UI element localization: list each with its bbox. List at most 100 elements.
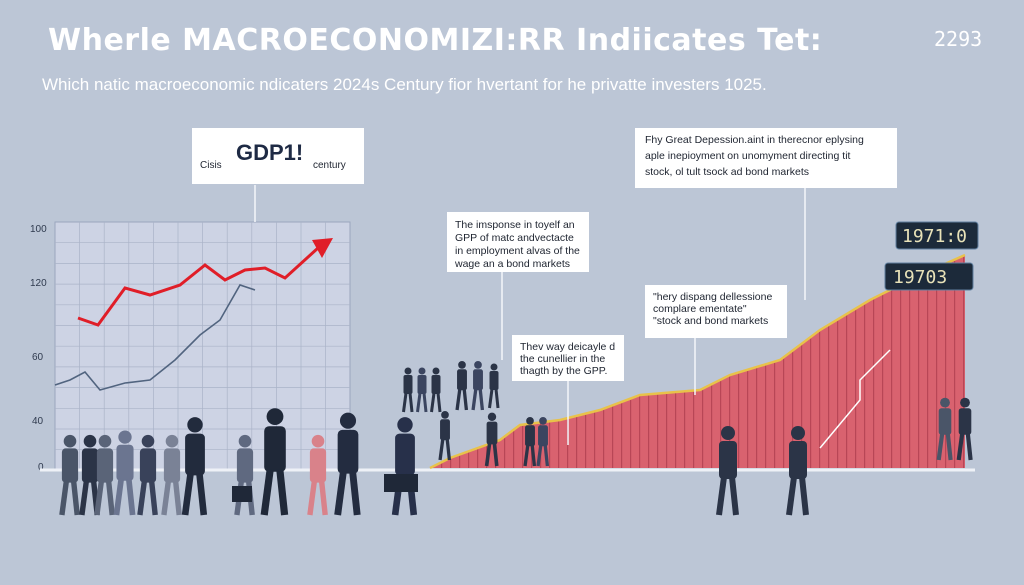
person-leg (471, 388, 478, 411)
person-leg (436, 392, 442, 413)
person-body (473, 369, 483, 391)
display (884, 262, 974, 291)
person-head (721, 426, 735, 440)
person-leg (59, 480, 70, 516)
callout-line: thagth by the GPP. (520, 365, 607, 377)
person-leg (438, 438, 445, 461)
axis-label: 60 (32, 352, 44, 363)
person-leg (307, 480, 318, 516)
person-body (395, 433, 415, 476)
callout-line: GPP of matc andvectacte (455, 232, 574, 244)
person-leg (488, 388, 494, 409)
person-leg (70, 480, 80, 516)
person-leg (455, 388, 462, 411)
red-line (77, 246, 320, 327)
briefcase (384, 474, 418, 492)
person-leg (786, 476, 797, 516)
display (895, 221, 979, 250)
arrow-head (312, 238, 333, 258)
person-head (63, 434, 77, 448)
callout (192, 128, 364, 184)
blue-line (54, 284, 256, 391)
person-head (397, 417, 413, 433)
callout-left: Cisis (200, 160, 222, 171)
person-head (311, 434, 325, 448)
callout-line: Thev way deicayle d (520, 341, 615, 353)
callout-line: stock, ol tult tsock ad bond markets (645, 166, 809, 178)
person-body (417, 375, 427, 394)
person-leg (181, 472, 194, 516)
person-leg (956, 433, 965, 461)
person-leg (260, 468, 274, 516)
person-body (440, 419, 450, 441)
person-head (474, 361, 482, 369)
person-leg (462, 388, 469, 411)
person-leg (530, 444, 537, 467)
person-leg (543, 444, 550, 467)
person-head (458, 361, 466, 369)
person-leg (445, 438, 452, 461)
person-head (187, 417, 203, 433)
person-head (940, 397, 950, 408)
person-leg (125, 478, 136, 516)
person-body (163, 448, 181, 483)
person-head (960, 397, 970, 408)
person-head (418, 367, 426, 375)
person-leg (729, 476, 739, 516)
person-leg (936, 433, 945, 461)
person-body (789, 441, 807, 479)
person-leg (402, 392, 408, 413)
person-leg (945, 433, 953, 461)
callout-line: the cunellier in the (520, 353, 605, 365)
person-leg (161, 480, 172, 516)
person-body (61, 448, 79, 483)
callout-line: Fhy Great Depession.aint in therecnor ep… (645, 134, 864, 146)
person-leg (318, 480, 328, 516)
person-leg (94, 480, 105, 516)
person-body (337, 429, 359, 474)
badge: 2293 (934, 27, 982, 51)
axis-label: 100 (30, 224, 47, 235)
person-leg (484, 442, 492, 467)
people (59, 361, 973, 516)
person-leg (478, 388, 485, 411)
person-leg (137, 480, 148, 516)
person-head (141, 434, 155, 448)
person-body (457, 369, 467, 391)
display-text: 1971:0 (902, 226, 967, 247)
axis-label: 40 (32, 416, 44, 427)
person-head (165, 434, 179, 448)
axis-label: 120 (30, 278, 47, 289)
subtitle: Which natic macroeconomic ndicaters 2024… (42, 75, 767, 94)
person-body (403, 375, 413, 394)
person-leg (494, 388, 500, 409)
person-body (719, 441, 737, 479)
person-leg (799, 476, 809, 516)
person-leg (536, 444, 543, 467)
person-body (489, 371, 499, 390)
area-edge (429, 253, 966, 470)
callout-line: "stock and bond markets (653, 315, 768, 327)
red-area (430, 255, 965, 468)
callout-line: complare ementate" (653, 303, 747, 315)
person-body (431, 375, 441, 394)
callout-line: wage an a bond markets (454, 258, 570, 270)
briefcase (232, 486, 252, 502)
person-head (118, 430, 132, 444)
person-body (538, 425, 548, 447)
person-body (309, 448, 327, 483)
person-body (81, 448, 99, 483)
person-leg (965, 433, 973, 461)
person-head (490, 363, 498, 371)
connectors (254, 185, 806, 445)
person-body (486, 421, 498, 445)
person-head (404, 367, 412, 375)
callout (635, 128, 897, 188)
person-leg (716, 476, 727, 516)
axis-labels: 100 120 60 40 0 (30, 224, 47, 473)
person-leg (79, 480, 90, 516)
